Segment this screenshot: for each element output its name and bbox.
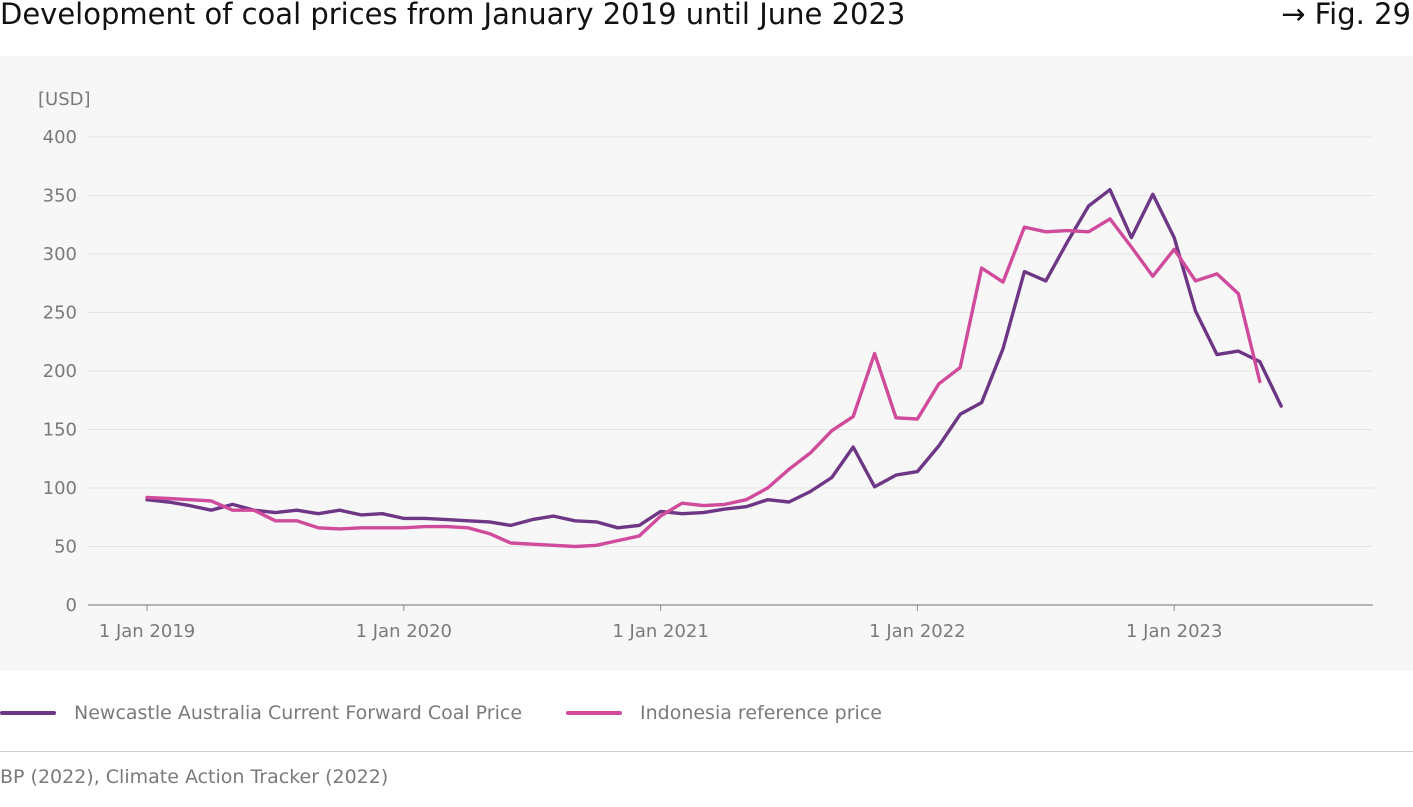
legend-item-newcastle: Newcastle Australia Current Forward Coal… <box>0 695 522 731</box>
x-tick-label: 1 Jan 2022 <box>869 621 965 642</box>
y-axis-label: [USD] <box>38 89 91 110</box>
x-tick-label: 1 Jan 2019 <box>99 621 195 642</box>
y-tick-label: 250 <box>43 303 77 324</box>
figure-reference[interactable]: → Fig. 29 <box>1281 0 1411 31</box>
y-tick-label: 100 <box>43 478 77 499</box>
y-tick-label: 200 <box>43 361 77 382</box>
x-tick-label: 1 Jan 2023 <box>1126 621 1222 642</box>
chart-panel: [USD] 0 50 100 150 200 250 300 350 400 1 Jan 2019… <box>0 56 1413 671</box>
header: Development of coal prices from January … <box>0 0 1413 57</box>
y-tick-label: 350 <box>43 186 77 207</box>
y-tick-label: 400 <box>43 127 77 148</box>
x-tick-label: 1 Jan 2020 <box>356 621 452 642</box>
x-tick-label: 1 Jan 2021 <box>612 621 708 642</box>
legend-label-newcastle: Newcastle Australia Current Forward Coal… <box>74 702 523 724</box>
y-tick-label: 300 <box>43 244 77 265</box>
line-chart: [USD] 0 50 100 150 200 250 300 350 400 1 Jan 2019… <box>38 89 1373 642</box>
y-tick-label: 150 <box>43 420 77 441</box>
series-line-indonesia <box>145 217 1262 549</box>
legend-swatch-newcastle <box>0 711 56 715</box>
legend-item-indonesia: Indonesia reference price <box>566 695 882 731</box>
series-line-newcastle <box>145 187 1283 530</box>
y-tick-label: 0 <box>66 595 77 616</box>
source-note: BP (2022), Climate Action Tracker (2022) <box>0 766 389 788</box>
footer-divider <box>0 751 1413 752</box>
legend: Newcastle Australia Current Forward Coal… <box>0 695 1413 731</box>
legend-swatch-indonesia <box>566 711 622 715</box>
y-tick-label: 50 <box>54 537 77 558</box>
chart-title: Development of coal prices from January … <box>0 0 906 31</box>
legend-label-indonesia: Indonesia reference price <box>640 702 882 724</box>
